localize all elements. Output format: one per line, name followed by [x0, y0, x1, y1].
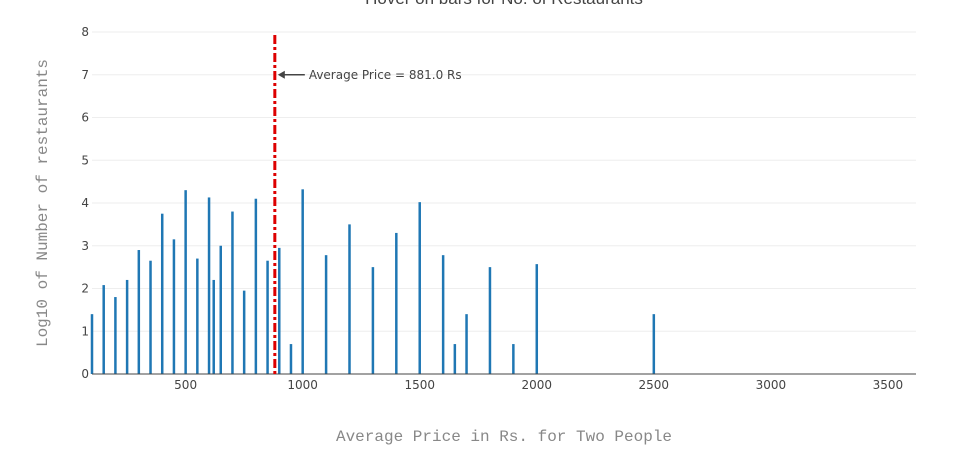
x-tick-label: 1500	[404, 378, 435, 392]
bar	[90, 314, 94, 374]
bars	[90, 189, 656, 374]
bar	[278, 247, 281, 374]
bar	[453, 344, 457, 374]
bar	[512, 344, 515, 374]
bar	[231, 211, 234, 374]
x-tick-label: 500	[174, 378, 197, 392]
bar	[254, 198, 258, 374]
y-tick-label: 4	[81, 196, 89, 210]
y-tick-label: 7	[81, 68, 89, 82]
bar	[172, 239, 176, 374]
x-tick-label: 2000	[521, 378, 552, 392]
bar	[125, 279, 129, 374]
y-tick-label: 3	[81, 239, 89, 253]
bar	[289, 344, 293, 374]
bar	[184, 190, 187, 374]
bar	[488, 267, 492, 374]
bar	[348, 224, 351, 374]
chart-title: Hover on bars for No. of Restaurants	[365, 0, 643, 8]
bar	[418, 202, 421, 374]
x-tick-label: 2500	[639, 378, 670, 392]
y-tick-label: 0	[81, 367, 89, 381]
bar	[137, 250, 141, 374]
average-annotation: Average Price = 881.0 Rs	[309, 68, 462, 82]
y-tick-label: 2	[81, 282, 89, 296]
bar	[301, 189, 304, 374]
bar	[371, 267, 375, 374]
bar	[114, 297, 117, 374]
bar	[219, 245, 222, 374]
bar	[652, 314, 656, 374]
x-axis-title: Average Price in Rs. for Two People	[336, 428, 672, 446]
y-tick-label: 8	[81, 25, 89, 39]
bar	[266, 260, 269, 374]
bar	[149, 260, 152, 374]
x-tick-label: 3000	[756, 378, 787, 392]
bar	[242, 290, 246, 374]
bar	[207, 197, 211, 374]
y-tick-label: 5	[81, 153, 89, 167]
bar	[535, 264, 539, 374]
y-axis-title: Log10 of Number of restaurants	[34, 59, 52, 347]
bar	[324, 255, 328, 374]
bar	[160, 213, 164, 374]
x-tick-label: 3500	[873, 378, 904, 392]
y-tick-label: 1	[81, 324, 89, 338]
annotation-arrowhead	[277, 70, 285, 79]
bar	[441, 255, 445, 374]
axes: 0 1 2 3 4 5 6 7 8 500 1000 1500 2000 2500 3000 3500	[81, 25, 916, 392]
x-tick-label: 1000	[287, 378, 318, 392]
bar	[395, 232, 398, 374]
average-line-group: Average Price = 881.0 Rs	[273, 35, 462, 374]
bar	[212, 279, 215, 374]
bar	[465, 314, 468, 374]
y-tick-label: 6	[81, 111, 89, 125]
bar	[102, 285, 105, 374]
grid-lines	[92, 31, 916, 332]
bar	[196, 258, 199, 374]
